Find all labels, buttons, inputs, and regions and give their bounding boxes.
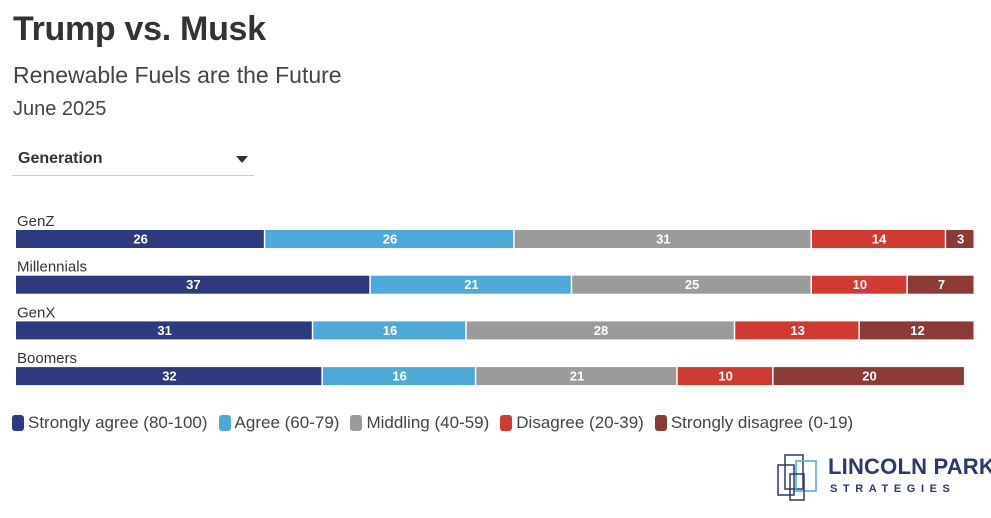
bar-segment[interactable]: [773, 367, 964, 386]
bar-segment[interactable]: [265, 230, 514, 248]
chart-subtitle: Renewable Fuels are the Future: [13, 62, 342, 88]
bar-segment[interactable]: [677, 367, 773, 386]
legend-label: Middling (40-59): [366, 413, 490, 432]
legend-swatch: [350, 415, 363, 431]
legend-label: Disagree (20-39): [516, 413, 644, 432]
bar-value-label: 32: [162, 369, 176, 384]
legend-swatch: [12, 415, 24, 431]
chevron-down-icon[interactable]: [236, 156, 248, 163]
legend-item[interactable]: Disagree (20-39): [500, 413, 644, 433]
legend-label: Strongly disagree (0-19): [670, 413, 854, 432]
legend-label: Agree (60-79): [234, 413, 340, 432]
bar-value-label: 21: [570, 369, 584, 384]
bar-segment[interactable]: [946, 230, 974, 248]
lincoln-park-strategies-logo: LINCOLN PARK STRATEGIES: [776, 452, 991, 504]
category-label: GenX: [17, 304, 55, 321]
bar-value-label: 3: [957, 232, 964, 247]
chart-title: Trump vs. Musk: [13, 10, 266, 48]
bar-segment[interactable]: [313, 321, 466, 340]
stacked-bar-chart: GenZ 26 26 31 14 3 Millennials 37 21 25 10 7 GenX 31 1…: [16, 213, 974, 386]
bar-value-label: 31: [656, 232, 670, 247]
bar-segment[interactable]: [16, 367, 322, 386]
bar-value-label: 26: [133, 232, 147, 247]
generation-filter-label: Generation: [18, 150, 103, 167]
generation-filter-dropdown[interactable]: Generation: [12, 142, 254, 176]
bar-value-label: 13: [790, 323, 804, 338]
bar-segment[interactable]: [16, 230, 264, 248]
category-label: Millennials: [17, 259, 87, 276]
bar-segment[interactable]: [476, 367, 677, 386]
bar-value-label: 25: [685, 277, 699, 292]
category-label: GenZ: [17, 213, 55, 230]
category-label: Boomers: [17, 350, 77, 367]
bar-value-label: 21: [464, 277, 478, 292]
bar-value-label: 37: [186, 277, 200, 292]
legend-label: Strongly agree (80-100): [28, 413, 208, 432]
bar-value-label: 16: [392, 369, 406, 384]
bar-segment[interactable]: [322, 367, 475, 386]
legend-swatch: [500, 415, 513, 431]
chart-date: June 2025: [13, 98, 107, 120]
bar-segment[interactable]: [811, 230, 945, 248]
legend-item[interactable]: Middling (40-59): [350, 413, 489, 433]
bar-segment[interactable]: [907, 275, 974, 294]
bar-segment[interactable]: [466, 321, 734, 340]
logo-mark-icon: [777, 454, 817, 501]
bar-value-label: 10: [853, 277, 867, 292]
bar-segment[interactable]: [811, 275, 907, 294]
bar-value-label: 26: [383, 232, 397, 247]
bar-value-label: 14: [872, 232, 887, 247]
bar-value-label: 10: [718, 369, 732, 384]
legend-swatch: [218, 415, 231, 431]
legend-item[interactable]: Strongly agree (80-100): [12, 413, 208, 433]
bar-value-label: 20: [862, 369, 876, 384]
bar-segment[interactable]: [859, 321, 974, 340]
bar-segment[interactable]: [16, 321, 312, 340]
bar-value-label: 7: [938, 277, 945, 292]
bar-segment[interactable]: [370, 275, 571, 294]
bar-segment[interactable]: [735, 321, 859, 340]
bar-value-label: 12: [910, 323, 924, 338]
bar-value-label: 28: [594, 323, 608, 338]
bar-segment[interactable]: [16, 275, 370, 294]
bar-segment[interactable]: [572, 275, 811, 294]
chart-legend: Strongly agree (80-100) Agree (60-79) Midd…: [12, 413, 864, 433]
legend-item[interactable]: Strongly disagree (0-19): [654, 413, 854, 433]
bar-segment[interactable]: [514, 230, 811, 248]
legend-item[interactable]: Agree (60-79): [218, 413, 340, 433]
legend-swatch: [654, 415, 667, 431]
bar-value-label: 16: [383, 323, 397, 338]
logo-text-lincoln-park: LINCOLN PARK: [828, 454, 991, 479]
bar-value-label: 31: [157, 323, 171, 338]
logo-text-strategies: STRATEGIES: [830, 483, 956, 495]
